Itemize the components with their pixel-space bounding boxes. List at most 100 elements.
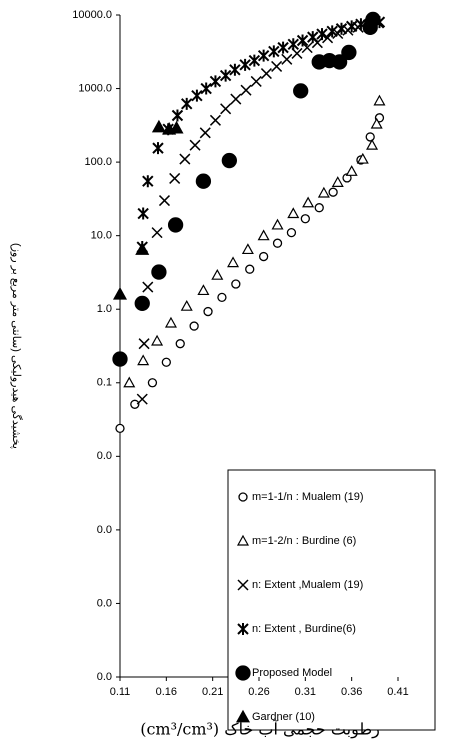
data-point <box>277 41 289 54</box>
data-point <box>326 25 338 38</box>
data-point <box>167 217 184 233</box>
data-point <box>239 58 251 71</box>
data-point <box>209 75 222 88</box>
data-point <box>191 89 203 102</box>
y-tick-label: 0.0 <box>97 450 112 462</box>
data-point <box>137 354 150 366</box>
data-point <box>271 60 283 72</box>
data-point <box>373 94 386 106</box>
data-point <box>260 68 272 80</box>
data-point <box>211 268 224 280</box>
data-point <box>241 243 254 255</box>
data-point <box>181 97 193 110</box>
x-tick-label: 0.41 <box>387 686 408 698</box>
data-point <box>123 376 136 388</box>
x-axis-label: رطوبت حجمی آب خاک (cm³/cm³) <box>140 719 380 739</box>
data-point <box>136 393 148 405</box>
data-point <box>286 227 297 238</box>
legend-label: Gardner (10) <box>252 711 315 723</box>
data-point <box>189 321 199 331</box>
data-point <box>300 214 310 224</box>
y-tick-label: 1.0 <box>97 303 112 315</box>
data-point <box>220 103 232 115</box>
data-point <box>151 334 164 346</box>
data-point <box>164 316 177 328</box>
data-point <box>134 295 150 312</box>
legend-marker <box>238 492 248 502</box>
legend-marker <box>236 534 250 546</box>
data-point <box>302 196 315 208</box>
data-point <box>138 338 150 350</box>
data-point <box>258 251 269 262</box>
y-tick-label: 0.1 <box>97 377 112 389</box>
data-point <box>345 165 358 176</box>
data-point <box>301 42 313 54</box>
data-point <box>179 153 191 165</box>
data-point <box>287 207 300 219</box>
data-point <box>293 83 309 99</box>
legend-marker <box>237 623 249 635</box>
data-point <box>112 286 128 300</box>
data-point <box>142 281 154 293</box>
data-point <box>322 32 334 44</box>
y-tick-label: 100.0 <box>84 156 112 168</box>
data-point <box>171 109 184 122</box>
data-point <box>112 351 128 367</box>
data-point <box>231 279 241 289</box>
legend-marker <box>235 665 251 681</box>
data-point <box>245 264 255 274</box>
data-point <box>135 242 150 255</box>
data-point <box>197 284 210 296</box>
legend-marker <box>237 579 249 591</box>
data-point <box>257 49 270 62</box>
data-point <box>158 195 171 207</box>
data-point <box>189 139 201 151</box>
legend-box <box>227 469 436 731</box>
y-tick-label: 10000.0 <box>72 9 112 21</box>
data-point <box>169 172 181 184</box>
legend-marker <box>235 709 251 723</box>
data-point <box>296 34 309 47</box>
data-point <box>356 152 369 164</box>
y-tick-label: 10.0 <box>91 230 112 242</box>
x-tick-label: 0.31 <box>295 686 316 698</box>
y-axis-label: پخشیدگی هیدرولیکی (سانتی متر مربع بر روز… <box>10 243 23 449</box>
data-point <box>281 53 293 65</box>
data-point <box>199 127 211 139</box>
data-point <box>175 339 185 349</box>
data-point <box>209 114 221 126</box>
y-tick-label: 1000.0 <box>78 82 112 94</box>
data-point <box>219 69 232 82</box>
data-point <box>287 38 299 51</box>
data-point <box>365 11 381 28</box>
data-point <box>366 138 379 150</box>
data-point <box>317 186 330 198</box>
data-point <box>161 357 171 367</box>
data-point <box>257 229 270 241</box>
data-point <box>227 256 240 268</box>
data-point <box>335 22 348 35</box>
y-tick-label: 0.0 <box>97 597 112 609</box>
data-point <box>169 120 184 134</box>
data-point <box>147 378 158 388</box>
data-point <box>240 84 252 96</box>
data-point <box>151 227 163 239</box>
data-point <box>230 93 242 105</box>
data-point <box>345 20 358 33</box>
data-point <box>180 299 193 311</box>
data-point <box>328 187 338 197</box>
y-tick-label: 0.0 <box>97 524 112 536</box>
data-point <box>307 31 319 44</box>
x-tick-label: 0.26 <box>248 686 269 698</box>
legend-label: m=1-2/n : Burdine (6) <box>252 535 356 547</box>
data-point <box>151 264 167 280</box>
data-point <box>314 203 324 213</box>
data-point <box>200 82 212 95</box>
x-tick-label: 0.21 <box>202 686 223 698</box>
data-point <box>370 117 383 129</box>
x-tick-label: 0.11 <box>110 686 131 698</box>
legend-label: n: Extent ,Mualem (19) <box>252 579 363 591</box>
x-tick-label: 0.16 <box>156 686 177 698</box>
x-tick-label: 0.36 <box>341 686 362 698</box>
